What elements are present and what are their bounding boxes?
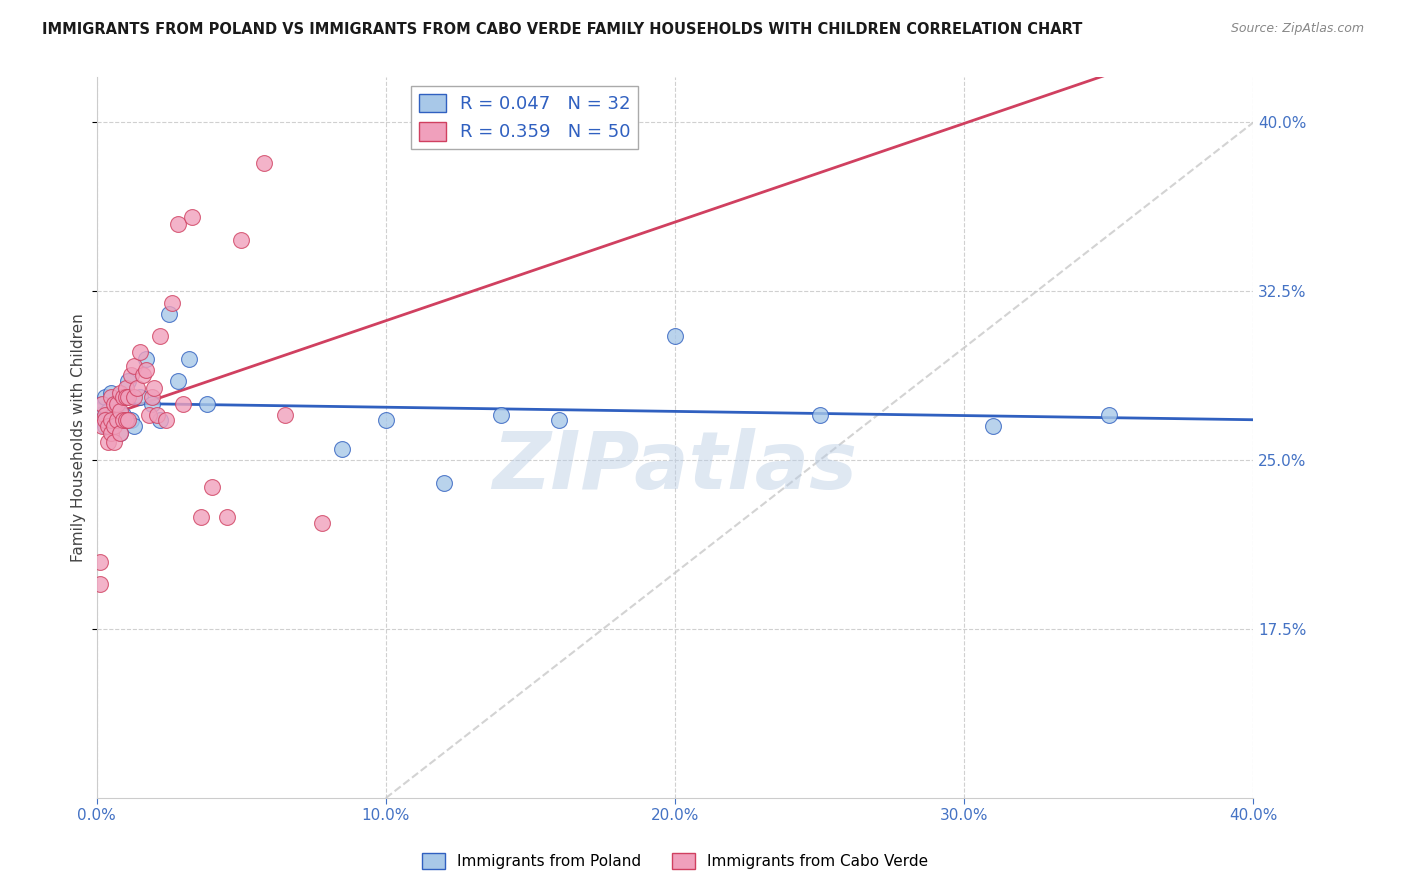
Point — [97, 419, 120, 434]
Point — [94, 390, 117, 404]
Point — [108, 426, 131, 441]
Point — [190, 509, 212, 524]
Point — [138, 409, 160, 423]
Point — [114, 413, 136, 427]
Point — [166, 375, 188, 389]
Point — [114, 390, 136, 404]
Point — [172, 397, 194, 411]
Point — [103, 413, 125, 427]
Text: ZIPatlas: ZIPatlas — [492, 427, 858, 506]
Point — [94, 409, 117, 423]
Point — [160, 295, 183, 310]
Point — [215, 509, 238, 524]
Point — [100, 426, 122, 441]
Point — [491, 409, 513, 423]
Point — [433, 475, 456, 490]
Text: Source: ZipAtlas.com: Source: ZipAtlas.com — [1230, 22, 1364, 36]
Point — [100, 390, 122, 404]
Point — [808, 409, 831, 423]
Point — [332, 442, 354, 456]
Point — [97, 403, 120, 417]
Point — [374, 413, 396, 427]
Point — [231, 233, 253, 247]
Point — [253, 156, 276, 170]
Point — [117, 413, 139, 427]
Point — [91, 397, 114, 411]
Point — [91, 419, 114, 434]
Point — [105, 413, 128, 427]
Point — [132, 368, 155, 382]
Point — [181, 210, 204, 224]
Point — [122, 419, 145, 434]
Point — [311, 516, 333, 531]
Point — [120, 368, 142, 382]
Point — [114, 390, 136, 404]
Point — [114, 381, 136, 395]
Point — [141, 390, 163, 404]
Point — [100, 385, 122, 400]
Point — [981, 419, 1004, 434]
Point — [1098, 409, 1121, 423]
Point — [141, 397, 163, 411]
Point — [122, 359, 145, 373]
Point — [117, 390, 139, 404]
Point — [664, 329, 686, 343]
Point — [179, 351, 201, 366]
Point — [89, 577, 111, 591]
Point — [135, 363, 157, 377]
Point — [103, 419, 125, 434]
Point — [155, 413, 177, 427]
Point — [120, 413, 142, 427]
Point — [195, 397, 218, 411]
Legend: Immigrants from Poland, Immigrants from Cabo Verde: Immigrants from Poland, Immigrants from … — [416, 847, 934, 875]
Point — [201, 480, 224, 494]
Point — [157, 307, 180, 321]
Point — [94, 419, 117, 434]
Point — [91, 413, 114, 427]
Point — [548, 413, 571, 427]
Point — [143, 381, 166, 395]
Point — [108, 426, 131, 441]
Point — [111, 390, 134, 404]
Point — [108, 403, 131, 417]
Point — [146, 409, 169, 423]
Point — [127, 381, 149, 395]
Point — [100, 413, 122, 427]
Point — [129, 345, 152, 359]
Point — [117, 375, 139, 389]
Point — [111, 409, 134, 423]
Text: IMMIGRANTS FROM POLAND VS IMMIGRANTS FROM CABO VERDE FAMILY HOUSEHOLDS WITH CHIL: IMMIGRANTS FROM POLAND VS IMMIGRANTS FRO… — [42, 22, 1083, 37]
Point — [89, 409, 111, 423]
Point — [108, 385, 131, 400]
Legend: R = 0.047   N = 32, R = 0.359   N = 50: R = 0.047 N = 32, R = 0.359 N = 50 — [412, 87, 638, 149]
Point — [111, 413, 134, 427]
Point — [91, 397, 114, 411]
Point — [149, 329, 172, 343]
Point — [149, 413, 172, 427]
Point — [129, 390, 152, 404]
Point — [122, 390, 145, 404]
Point — [103, 435, 125, 450]
Point — [105, 397, 128, 411]
Point — [273, 409, 295, 423]
Point — [105, 397, 128, 411]
Point — [103, 397, 125, 411]
Y-axis label: Family Households with Children: Family Households with Children — [72, 313, 86, 562]
Point — [166, 217, 188, 231]
Point — [89, 555, 111, 569]
Point — [97, 435, 120, 450]
Point — [94, 413, 117, 427]
Point — [135, 351, 157, 366]
